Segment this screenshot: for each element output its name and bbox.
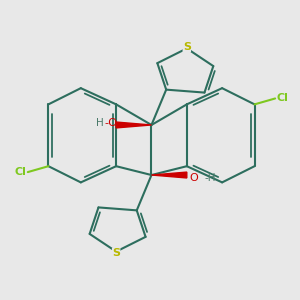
Text: S: S [183,42,191,52]
Polygon shape [152,172,187,178]
Text: H: H [96,118,104,128]
Text: -H: -H [205,173,216,183]
Text: Cl: Cl [14,167,26,177]
Text: O: O [190,173,199,183]
Polygon shape [116,122,152,128]
Text: -O: -O [104,118,117,128]
Text: Cl: Cl [277,94,289,103]
Text: S: S [112,248,120,258]
